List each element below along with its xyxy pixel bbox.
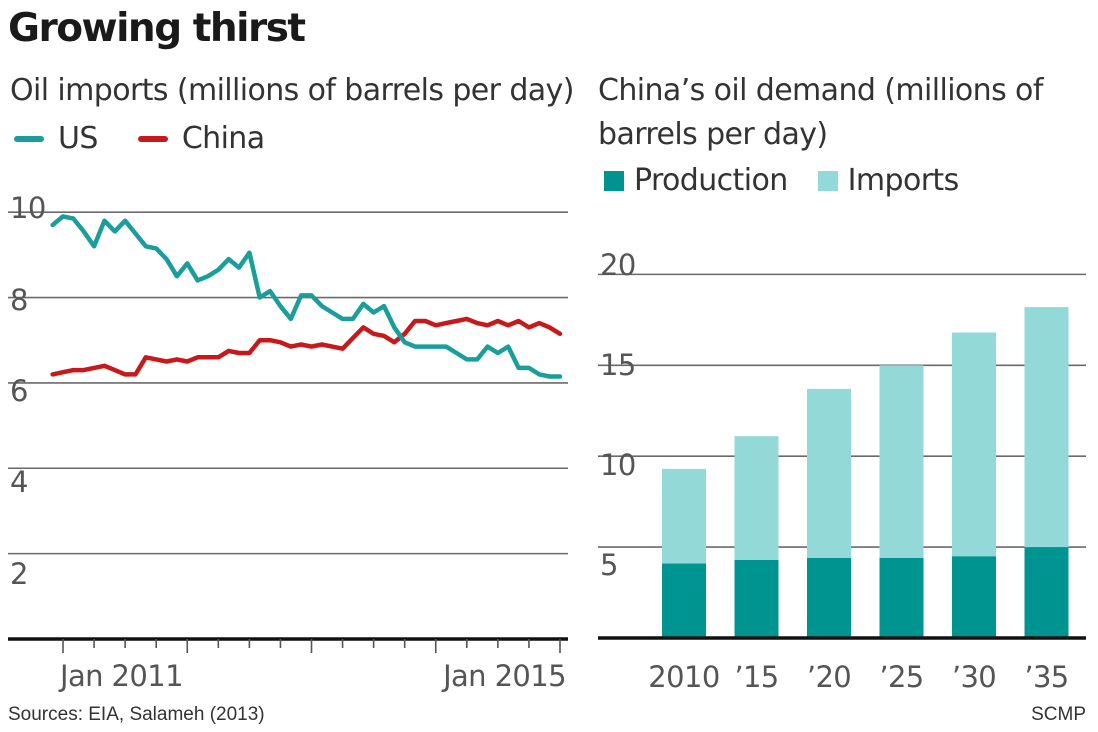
- bar-imports-3: [879, 365, 924, 558]
- bar-imports-5: [1024, 307, 1069, 548]
- bar-production-5: [1024, 547, 1069, 638]
- series-line-china: [50, 316, 563, 377]
- left-y-tick-8: 8: [10, 283, 28, 317]
- left-chart-y-tick-labels: 10 8 6 4 2: [10, 191, 46, 591]
- left-y-tick-4: 4: [10, 465, 28, 499]
- bar-imports-1: [734, 436, 779, 560]
- main-title: Growing thirst: [8, 6, 306, 51]
- sources-note: Sources: EIA, Salameh (2013): [8, 704, 265, 725]
- legend-label-imports: Imports: [847, 163, 960, 198]
- credit-label: SCMP: [1031, 704, 1086, 725]
- right-x-tick-label: ’15: [734, 660, 778, 694]
- right-y-tick-20: 20: [600, 248, 636, 282]
- left-y-tick-10: 10: [10, 191, 46, 225]
- right-x-tick-label: 2010: [648, 660, 719, 694]
- right-x-tick-label: ’35: [1024, 660, 1068, 694]
- left-y-tick-6: 6: [10, 374, 28, 408]
- bar-production-3: [879, 558, 924, 638]
- production-swatch: [604, 170, 624, 191]
- bar-imports-2: [807, 388, 851, 558]
- legend-item-us: US: [14, 121, 98, 156]
- right-x-tick-label: ’25: [879, 660, 923, 694]
- imports-swatch: [817, 170, 838, 191]
- legend-item-china: China: [137, 121, 265, 156]
- bar-production-0: [662, 563, 706, 638]
- legend-item-production: Production: [604, 163, 788, 198]
- us-swatch: [14, 135, 44, 142]
- bar-imports-4: [952, 332, 996, 557]
- right-x-tick-label: ’20: [807, 660, 851, 694]
- left-x-tick-jan-2015: Jan 2015: [441, 659, 566, 693]
- right-chart-subtitle-line2: barrels per day): [598, 117, 828, 152]
- right-y-tick-15: 15: [600, 348, 636, 382]
- left-y-tick-2: 2: [10, 557, 28, 591]
- left-chart-legend: US China: [14, 121, 305, 156]
- series-line-us: [50, 214, 563, 379]
- right-chart-legend: Production Imports: [604, 163, 999, 198]
- left-chart-gridlines: [8, 211, 568, 555]
- right-x-tick-label: ’30: [952, 660, 996, 694]
- right-y-tick-10: 10: [600, 448, 636, 482]
- left-x-tick-jan-2011: Jan 2011: [58, 659, 183, 693]
- left-chart-x-tick-labels: Jan 2011 Jan 2015: [58, 659, 567, 693]
- bar-production-2: [807, 558, 851, 638]
- bar-production-4: [952, 556, 996, 638]
- legend-item-imports: Imports: [817, 163, 960, 198]
- bar-production-1: [734, 559, 779, 638]
- right-y-tick-5: 5: [600, 548, 618, 582]
- right-chart-y-tick-labels: 20 15 10 5: [600, 248, 636, 582]
- left-chart-x-axis: [8, 637, 568, 653]
- legend-label-china: China: [181, 121, 265, 156]
- bar-imports-0: [662, 468, 706, 564]
- right-chart-bars: [662, 307, 1069, 638]
- right-chart-x-tick-labels: 2010 ’15 ’20 ’25 ’30 ’35: [648, 660, 1069, 694]
- left-chart-series: [50, 214, 563, 379]
- left-chart-subtitle: Oil imports (millions of barrels per day…: [10, 73, 574, 108]
- right-chart-subtitle-line1: China’s oil demand (millions of: [598, 73, 1043, 108]
- china-swatch: [137, 135, 168, 142]
- legend-label-production: Production: [634, 163, 788, 198]
- legend-label-us: US: [58, 121, 98, 156]
